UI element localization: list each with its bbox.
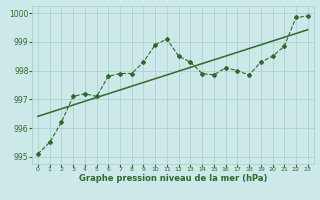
X-axis label: Graphe pression niveau de la mer (hPa): Graphe pression niveau de la mer (hPa) [79,174,267,183]
